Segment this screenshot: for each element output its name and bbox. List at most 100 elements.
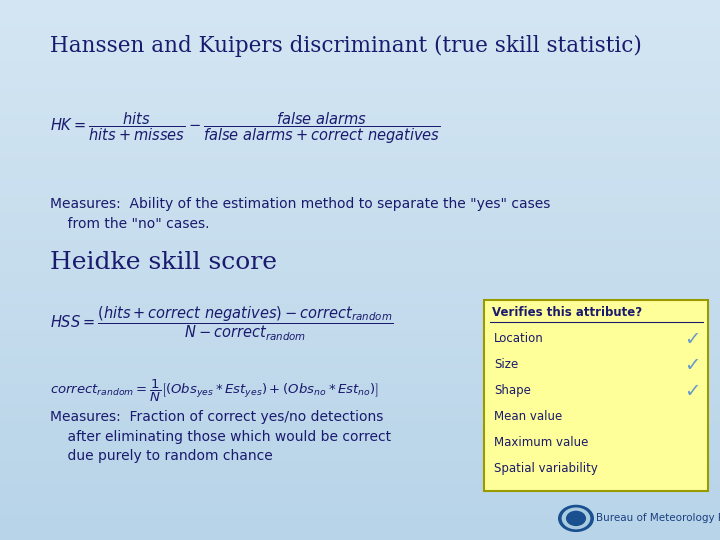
Text: Measures:  Fraction of correct yes/no detections
    after eliminating those whi: Measures: Fraction of correct yes/no det… [50,410,392,463]
Bar [0,81,720,86]
Bar [0,103,720,108]
Bar [0,481,720,486]
Bar [0,265,720,270]
Bar [0,464,720,470]
Bar [0,254,720,259]
Text: Spatial variability: Spatial variability [494,462,598,475]
Bar [0,427,720,432]
Text: Verifies this attribute?: Verifies this attribute? [492,306,643,319]
Bar [0,59,720,65]
Bar [0,49,720,54]
Text: Size: Size [494,358,518,371]
Bar [0,454,720,459]
Bar [0,178,720,184]
Bar [0,54,720,59]
Text: Measures:  Ability of the estimation method to separate the "yes" cases
    from: Measures: Ability of the estimation meth… [50,197,551,231]
Bar [0,378,720,383]
Bar [0,383,720,389]
Bar [0,211,720,216]
Bar [0,27,720,32]
Bar [0,65,720,70]
Bar [0,421,720,427]
Text: Mean value: Mean value [494,410,562,423]
Bar [0,243,720,248]
Bar [0,491,720,497]
Bar [0,335,720,340]
Text: ✓: ✓ [685,356,701,375]
Bar [0,351,720,356]
Bar [0,513,720,518]
Text: ✓: ✓ [685,382,701,401]
Circle shape [562,508,590,529]
Bar [0,11,720,16]
Bar [0,130,720,135]
Bar [0,167,720,173]
Bar [0,151,720,157]
Bar [0,43,720,49]
Bar [0,97,720,103]
Bar [0,0,720,5]
Bar [0,86,720,92]
Bar [0,297,720,302]
Bar [0,189,720,194]
Bar [0,124,720,130]
Bar [0,400,720,405]
Bar [0,416,720,421]
Bar [0,194,720,200]
Bar [0,508,720,513]
Bar [0,319,720,324]
Bar [0,518,720,524]
Bar [0,38,720,43]
Bar [0,356,720,362]
Bar [0,248,720,254]
Circle shape [567,511,585,525]
Bar [0,92,720,97]
Text: Maximum value: Maximum value [494,436,588,449]
Bar [0,313,720,319]
Bar [0,486,720,491]
Bar [0,16,720,22]
Bar [0,502,720,508]
Bar [0,205,720,211]
Bar [0,70,720,76]
Bar [0,146,720,151]
Bar [0,346,720,351]
Bar [0,216,720,221]
Bar [0,108,720,113]
Bar [0,32,720,38]
Bar [0,5,720,11]
Bar [0,162,720,167]
Bar [0,367,720,373]
Bar [0,238,720,243]
Text: $correct_{random} = \dfrac{1}{N}\left[(Obs_{yes} * Est_{yes}) + (Obs_{no} * Est_: $correct_{random} = \dfrac{1}{N}\left[(O… [50,378,379,404]
Bar [0,329,720,335]
Bar [0,524,720,529]
Bar [0,529,720,535]
FancyBboxPatch shape [484,300,708,491]
Bar [0,324,720,329]
Text: Bureau of Meteorology Research Centre: Bureau of Meteorology Research Centre [596,514,720,523]
Text: Location: Location [494,332,544,345]
Bar [0,373,720,378]
Bar [0,232,720,238]
Bar [0,270,720,275]
Bar [0,76,720,81]
Bar [0,22,720,27]
Bar [0,432,720,437]
Circle shape [559,505,593,531]
Bar [0,362,720,367]
Bar [0,394,720,400]
Bar [0,119,720,124]
Bar [0,340,720,346]
Text: $HSS = \dfrac{(hits + correct\ negatives) - correct_{random}}{N - correct_{rando: $HSS = \dfrac{(hits + correct\ negatives… [50,305,394,343]
Bar [0,292,720,297]
Bar [0,200,720,205]
Text: ✓: ✓ [685,330,701,349]
Bar [0,443,720,448]
Bar [0,389,720,394]
Bar [0,275,720,281]
Bar [0,497,720,502]
Bar [0,308,720,313]
Bar [0,184,720,189]
Bar [0,259,720,265]
